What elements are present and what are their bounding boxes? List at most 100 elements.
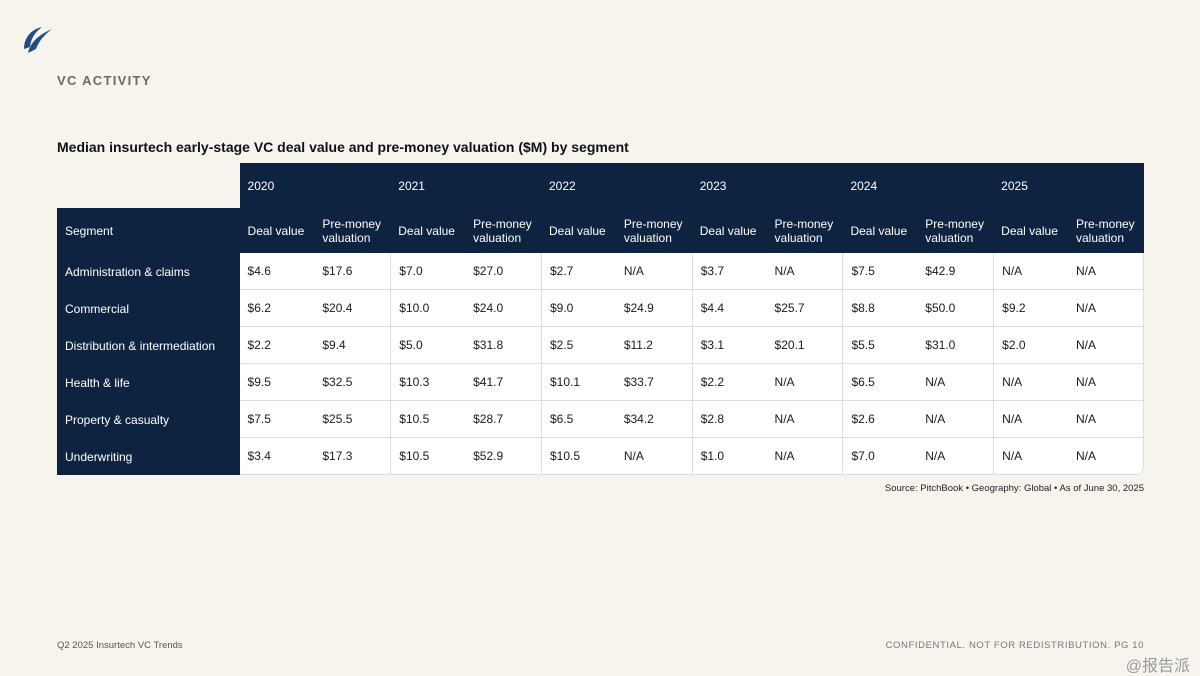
deal-value-cell: $2.2 xyxy=(691,364,767,401)
pre-money-valuation-cell: N/A xyxy=(1067,438,1144,475)
deal-value-cell: $3.1 xyxy=(691,327,767,364)
pre-money-valuation-header: Pre-money valuation xyxy=(766,208,843,253)
deal-value-cell: $7.0 xyxy=(842,438,918,475)
deal-value-cell: $2.0 xyxy=(993,327,1068,364)
year-header: 2024 xyxy=(842,163,994,208)
pre-money-valuation-cell: $34.2 xyxy=(615,401,692,438)
segment-header: Segment xyxy=(57,208,240,253)
deal-value-header: Deal value xyxy=(390,208,466,253)
table-row: Property & casualty $7.5 $25.5 $10.5 $28.7 $6… xyxy=(57,401,1144,438)
deal-value-cell: N/A xyxy=(993,438,1068,475)
section-label: VC ACTIVITY xyxy=(57,73,152,88)
year-header-row: 2020 2021 2022 2023 2024 2025 xyxy=(57,163,1144,208)
pre-money-valuation-cell: $27.0 xyxy=(465,253,541,290)
segment-name: Administration & claims xyxy=(57,253,240,290)
watermark: @报告派 xyxy=(1125,658,1190,675)
deal-value-cell: $2.7 xyxy=(541,253,616,290)
pre-money-valuation-cell: N/A xyxy=(917,364,994,401)
source-note: Source: PitchBook • Geography: Global • … xyxy=(884,483,1144,494)
deal-value-cell: $4.6 xyxy=(239,253,315,290)
pre-money-valuation-header: Pre-money valuation xyxy=(615,208,692,253)
pre-money-valuation-cell: N/A xyxy=(1067,253,1144,290)
pre-money-valuation-cell: $24.9 xyxy=(615,290,692,327)
deal-value-cell: $6.2 xyxy=(239,290,315,327)
deal-value-cell: $10.1 xyxy=(541,364,616,401)
pre-money-valuation-cell: N/A xyxy=(1067,364,1144,401)
segment-name: Commercial xyxy=(57,290,240,327)
pre-money-valuation-header: Pre-money valuation xyxy=(314,208,391,253)
deal-value-cell: $7.5 xyxy=(842,253,918,290)
pre-money-valuation-cell: $17.3 xyxy=(314,438,391,475)
segment-name: Health & life xyxy=(57,364,240,401)
pre-money-valuation-cell: $32.5 xyxy=(314,364,391,401)
deal-value-cell: $9.0 xyxy=(541,290,616,327)
pre-money-valuation-cell: $20.4 xyxy=(314,290,391,327)
pre-money-valuation-cell: N/A xyxy=(766,253,843,290)
deal-value-cell: $5.0 xyxy=(390,327,466,364)
pre-money-valuation-cell: $31.8 xyxy=(465,327,541,364)
year-header: 2023 xyxy=(691,163,843,208)
pre-money-valuation-cell: N/A xyxy=(766,401,843,438)
sub-header-row: Segment Deal value Pre-money valuation Deal… xyxy=(57,208,1144,253)
pre-money-valuation-cell: $28.7 xyxy=(465,401,541,438)
deal-value-cell: $6.5 xyxy=(541,401,616,438)
pre-money-valuation-cell: N/A xyxy=(766,364,843,401)
deal-value-cell: $10.5 xyxy=(390,401,466,438)
table-title: Median insurtech early-stage VC deal val… xyxy=(57,139,629,155)
pre-money-valuation-cell: $33.7 xyxy=(615,364,692,401)
pre-money-valuation-cell: $42.9 xyxy=(917,253,994,290)
pre-money-valuation-header: Pre-money valuation xyxy=(465,208,541,253)
data-table: 2020 2021 2022 2023 2024 2025 Segment Deal val… xyxy=(57,163,1144,475)
table-row: Distribution & intermediation $2.2 $9.4 $5.… xyxy=(57,327,1144,364)
pre-money-valuation-cell: $52.9 xyxy=(465,438,541,475)
pre-money-valuation-cell: $25.5 xyxy=(314,401,391,438)
blank-corner xyxy=(57,163,240,208)
pre-money-valuation-cell: N/A xyxy=(1067,401,1144,438)
deal-value-cell: N/A xyxy=(993,401,1068,438)
pre-money-valuation-cell: $25.7 xyxy=(766,290,843,327)
deal-value-cell: $3.7 xyxy=(691,253,767,290)
pre-money-valuation-cell: N/A xyxy=(615,438,692,475)
footer-confidential: CONFIDENTIAL. NOT FOR REDISTRIBUTION. PG… xyxy=(885,640,1144,651)
deal-value-cell: N/A xyxy=(993,253,1068,290)
pre-money-valuation-cell: N/A xyxy=(766,438,843,475)
deal-value-cell: $7.5 xyxy=(239,401,315,438)
deal-value-cell: $4.4 xyxy=(691,290,767,327)
pre-money-valuation-cell: $11.2 xyxy=(615,327,692,364)
deal-value-cell: $2.5 xyxy=(541,327,616,364)
deal-value-cell: $10.5 xyxy=(541,438,616,475)
table-row: Administration & claims $4.6 $17.6 $7.0 $27.… xyxy=(57,253,1144,290)
deal-value-cell: $10.0 xyxy=(390,290,466,327)
pre-money-valuation-cell: $41.7 xyxy=(465,364,541,401)
pre-money-valuation-cell: N/A xyxy=(615,253,692,290)
year-header: 2020 xyxy=(239,163,391,208)
deal-value-cell: $9.2 xyxy=(993,290,1068,327)
year-header: 2022 xyxy=(541,163,692,208)
pre-money-valuation-cell: $9.4 xyxy=(314,327,391,364)
deal-value-cell: $2.2 xyxy=(239,327,315,364)
deal-value-header: Deal value xyxy=(541,208,616,253)
deal-value-header: Deal value xyxy=(239,208,315,253)
table-row: Commercial $6.2 $20.4 $10.0 $24.0 $9.0 $24.9 $4… xyxy=(57,290,1144,327)
pre-money-valuation-header: Pre-money valuation xyxy=(1067,208,1144,253)
pitchbook-logo-icon xyxy=(24,27,52,53)
deal-value-cell: $5.5 xyxy=(842,327,918,364)
pre-money-valuation-cell: $24.0 xyxy=(465,290,541,327)
segment-name: Underwriting xyxy=(57,438,240,475)
pre-money-valuation-header: Pre-money valuation xyxy=(917,208,994,253)
deal-value-cell: $6.5 xyxy=(842,364,918,401)
deal-value-cell: $2.6 xyxy=(842,401,918,438)
footer-report-name: Q2 2025 Insurtech VC Trends xyxy=(57,640,183,651)
pre-money-valuation-cell: $31.0 xyxy=(917,327,994,364)
table-row: Underwriting $3.4 $17.3 $10.5 $52.9 $10.5 N/A $… xyxy=(57,438,1144,475)
deal-value-cell: $10.3 xyxy=(390,364,466,401)
deal-value-cell: $2.8 xyxy=(691,401,767,438)
segment-name: Distribution & intermediation xyxy=(57,327,240,364)
deal-value-cell: $9.5 xyxy=(239,364,315,401)
year-header: 2021 xyxy=(390,163,541,208)
deal-value-cell: $8.8 xyxy=(842,290,918,327)
pre-money-valuation-cell: N/A xyxy=(1067,290,1144,327)
table-row: Health & life $9.5 $32.5 $10.3 $41.7 $10.1 $33… xyxy=(57,364,1144,401)
deal-value-cell: $10.5 xyxy=(390,438,466,475)
pre-money-valuation-cell: N/A xyxy=(917,438,994,475)
